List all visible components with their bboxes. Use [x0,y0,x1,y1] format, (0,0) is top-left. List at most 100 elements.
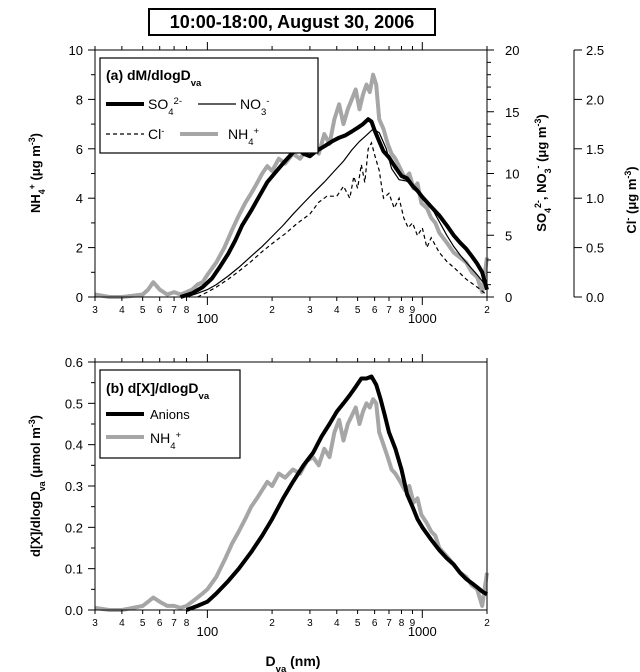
panel-b-x-minor-label: 8 [184,618,190,629]
panel-b-left-y-tick-label: 0.0 [65,603,83,618]
panel-a-x-minor-label: 2 [269,305,275,316]
panel-a-x-major-label: 100 [197,311,219,326]
panel-a-right-axis-label-part: (μg m [534,127,549,166]
panel-a-cl-axis-label-part: Cl [624,221,639,234]
panel-a-left-axis-label-part: NH [28,194,43,213]
legend-cl-label-part: - [161,126,164,137]
panel-b-left-axis-label-part: -3 [27,419,37,427]
panel-b-x-minor-label: 3 [92,618,98,629]
panel-b-legend-title-part: (b) d[X]/dlogD [106,380,199,396]
legend-no3-label-part: 3 [261,107,266,118]
panel-b-left-y-tick-label: 0.4 [65,438,83,453]
panel-b-left-axis-label-part: ) [28,415,43,419]
panel-a-left-y-tick-label: 10 [69,43,83,58]
panel-a-cl-tick-label: 2.0 [586,92,604,107]
panel-b-legend: (b) d[X]/dlogDva Anions NH4+ [99,369,241,459]
panel-a-series-thick-black-line [179,117,489,299]
panel-a-series-thick-gray-line [94,72,489,299]
panel-a-left-axis-label: NH4+ (μg m-3) [27,133,47,213]
x-axis-label-text: Dva (nm) [266,653,321,672]
panel-b-x-major-label: 100 [197,624,219,639]
panel-b-series-thick-gray-line [94,397,489,612]
panel-a-right-tick-label: 5 [505,228,512,243]
panel-a-cl-tick-label: 0.0 [586,290,604,305]
chart-title: 10:00-18:00, August 30, 2006 [148,8,436,36]
panel-a-x-minor-label: 2 [484,305,490,316]
panel-b-legend-title: (b) d[X]/dlogDva [106,380,210,402]
panel-a-left-y-tick-label: 4 [76,191,83,206]
panel-b-left-axis-label-part: (μmol m [28,427,43,481]
panel-a-x-minor-label: 7 [386,305,392,316]
panel-b-x-minor-label: 9 [410,618,416,629]
legend-so4-label-part: 2- [174,96,182,107]
panel-a-legend-title-part: (a) dM/dlogD [106,67,191,83]
panel-a-cl-axis-label-part: (μg m [624,179,639,218]
panel-a-x-minor-label: 5 [140,305,146,316]
panel-a-right-axis-label-part: 4 [543,208,553,213]
legend-nh4-label-part: + [254,126,260,137]
legend-so4-label-part: SO [148,96,168,112]
panel-a-series-dashed-black-line [197,141,488,298]
panel-a-right-tick-label: 0 [505,290,512,305]
panel-a-x-minor-label: 3 [307,305,313,316]
panel-a-right-axis-label-part: 3 [543,168,553,173]
panel-a-cl-axis-label-part: - [623,218,633,221]
panel-b-left-y-tick-label: 0.5 [65,396,83,411]
panel-a-right-axis-label-part: ) [534,114,549,118]
legend-nh4-b-label-part: + [176,430,182,441]
x-axis-label-text-part: D [266,653,276,669]
panel-a-x-minor-label: 7 [171,305,177,316]
panel-a-right-axis-label-part: - [533,165,543,168]
panel-a-right-axis-label-part: SO [534,213,549,232]
panel-b-x-minor-label: 4 [334,618,340,629]
legend-cl-label-part: Cl [148,126,161,142]
panel-b-left-y-tick-label: 0.1 [65,562,83,577]
panel-b-left-axis-label: d[X]/dlogDva (μmol m-3) [27,415,47,557]
panel-a-x-minor-label: 5 [355,305,361,316]
panel-a-left-y-tick-label: 0 [76,290,83,305]
panel-a-cl-tick-label: 2.5 [586,43,604,58]
panel-a-cl-axis-label-part: ) [624,166,639,170]
panel-a-cl-tick-label: 1.0 [586,191,604,206]
legend-nh4-b-label-part: 4 [170,441,176,452]
panel-a-left-axis-label-part: ) [28,133,43,137]
panel-b-left-axis-label-part: va [37,481,47,491]
panel-b-x-minor-label: 5 [355,618,361,629]
panel-b-x-minor-label: 8 [399,618,405,629]
panel-b-x-minor-label: 6 [157,618,163,629]
legend-nh4-label-part: 4 [248,137,254,148]
x-axis-label-text-part: (nm) [286,653,320,669]
panel-b-left-y-tick-label: 0.2 [65,520,83,535]
panel-a-cl-axis-label: Cl- (μg m-3) [623,166,639,233]
legend-nh4-b-label-part: NH [150,430,170,446]
panel-b-x-minor-label: 2 [484,618,490,629]
panel-a-right-axis-label-part: , NO [534,173,549,200]
panel-a-left-y-tick-label: 2 [76,241,83,256]
legend-nh4-label-part: NH [228,126,248,142]
panel-a-left-y-tick-label: 6 [76,142,83,157]
panel-a-x-minor-label: 6 [372,305,378,316]
legend-no3-label-part: NO [240,96,261,112]
panel-a-cl-axis-label-part: -3 [623,171,633,179]
panel-a-right-tick-label: 15 [505,105,519,120]
legend-cl-label: Cl- [148,126,164,143]
panel-a-x-minor-label: 4 [119,305,125,316]
panel-b-series-thick-black-line [185,374,489,612]
panel-b-x-minor-label: 7 [171,618,177,629]
legend-anions-label: Anions [150,407,190,422]
panel-a-left-axis-label-part: 4 [37,189,47,194]
panel-a-series-thin-black-line [186,128,488,298]
panel-a-left-axis-label-part: (μg m [28,145,43,184]
panel-b-x-minor-label: 5 [140,618,146,629]
panel-a-right-tick-label: 20 [505,43,519,58]
panel-a-right-tick-label: 10 [505,167,519,182]
panel-a-left-axis-label-part: + [27,184,37,189]
panel-a-x-minor-label: 8 [184,305,190,316]
legend-so4-label-part: 4 [168,107,174,118]
panel-a-right-axis-label-part: -3 [533,119,543,127]
panel-a-legend-title-part: va [191,78,202,89]
panel-b-x-minor-label: 6 [372,618,378,629]
panel-a-x-major-label: 1000 [408,311,437,326]
